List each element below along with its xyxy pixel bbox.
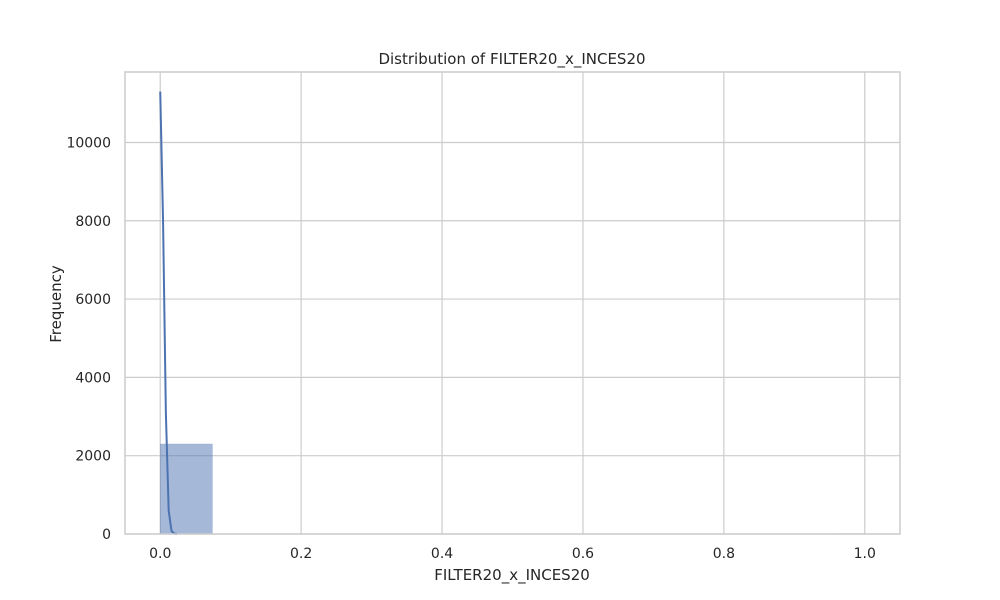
y-tick-label: 0 (102, 527, 111, 543)
x-tick-label: 0.4 (431, 546, 453, 562)
x-tick-label: 0.6 (572, 546, 594, 562)
chart-title: Distribution of FILTER20_x_INCES20 (378, 50, 645, 69)
y-tick-label: 8000 (75, 214, 111, 230)
x-axis-ticks: 0.0 0.2 0.4 0.6 0.8 1.0 (149, 546, 876, 562)
y-axis-label: Frequency (47, 265, 65, 343)
y-tick-label: 4000 (75, 370, 111, 386)
x-tick-label: 1.0 (854, 546, 876, 562)
x-tick-label: 0.0 (149, 546, 171, 562)
plot-frame (124, 71, 901, 535)
x-axis-label: FILTER20_x_INCES20 (434, 566, 590, 585)
y-tick-label: 2000 (75, 449, 111, 465)
x-tick-label: 0.8 (713, 546, 735, 562)
x-tick-label: 0.2 (290, 546, 312, 562)
y-tick-label: 6000 (75, 292, 111, 308)
y-axis-ticks: 0 2000 4000 6000 8000 10000 (66, 135, 111, 543)
y-tick-label: 10000 (66, 135, 111, 151)
